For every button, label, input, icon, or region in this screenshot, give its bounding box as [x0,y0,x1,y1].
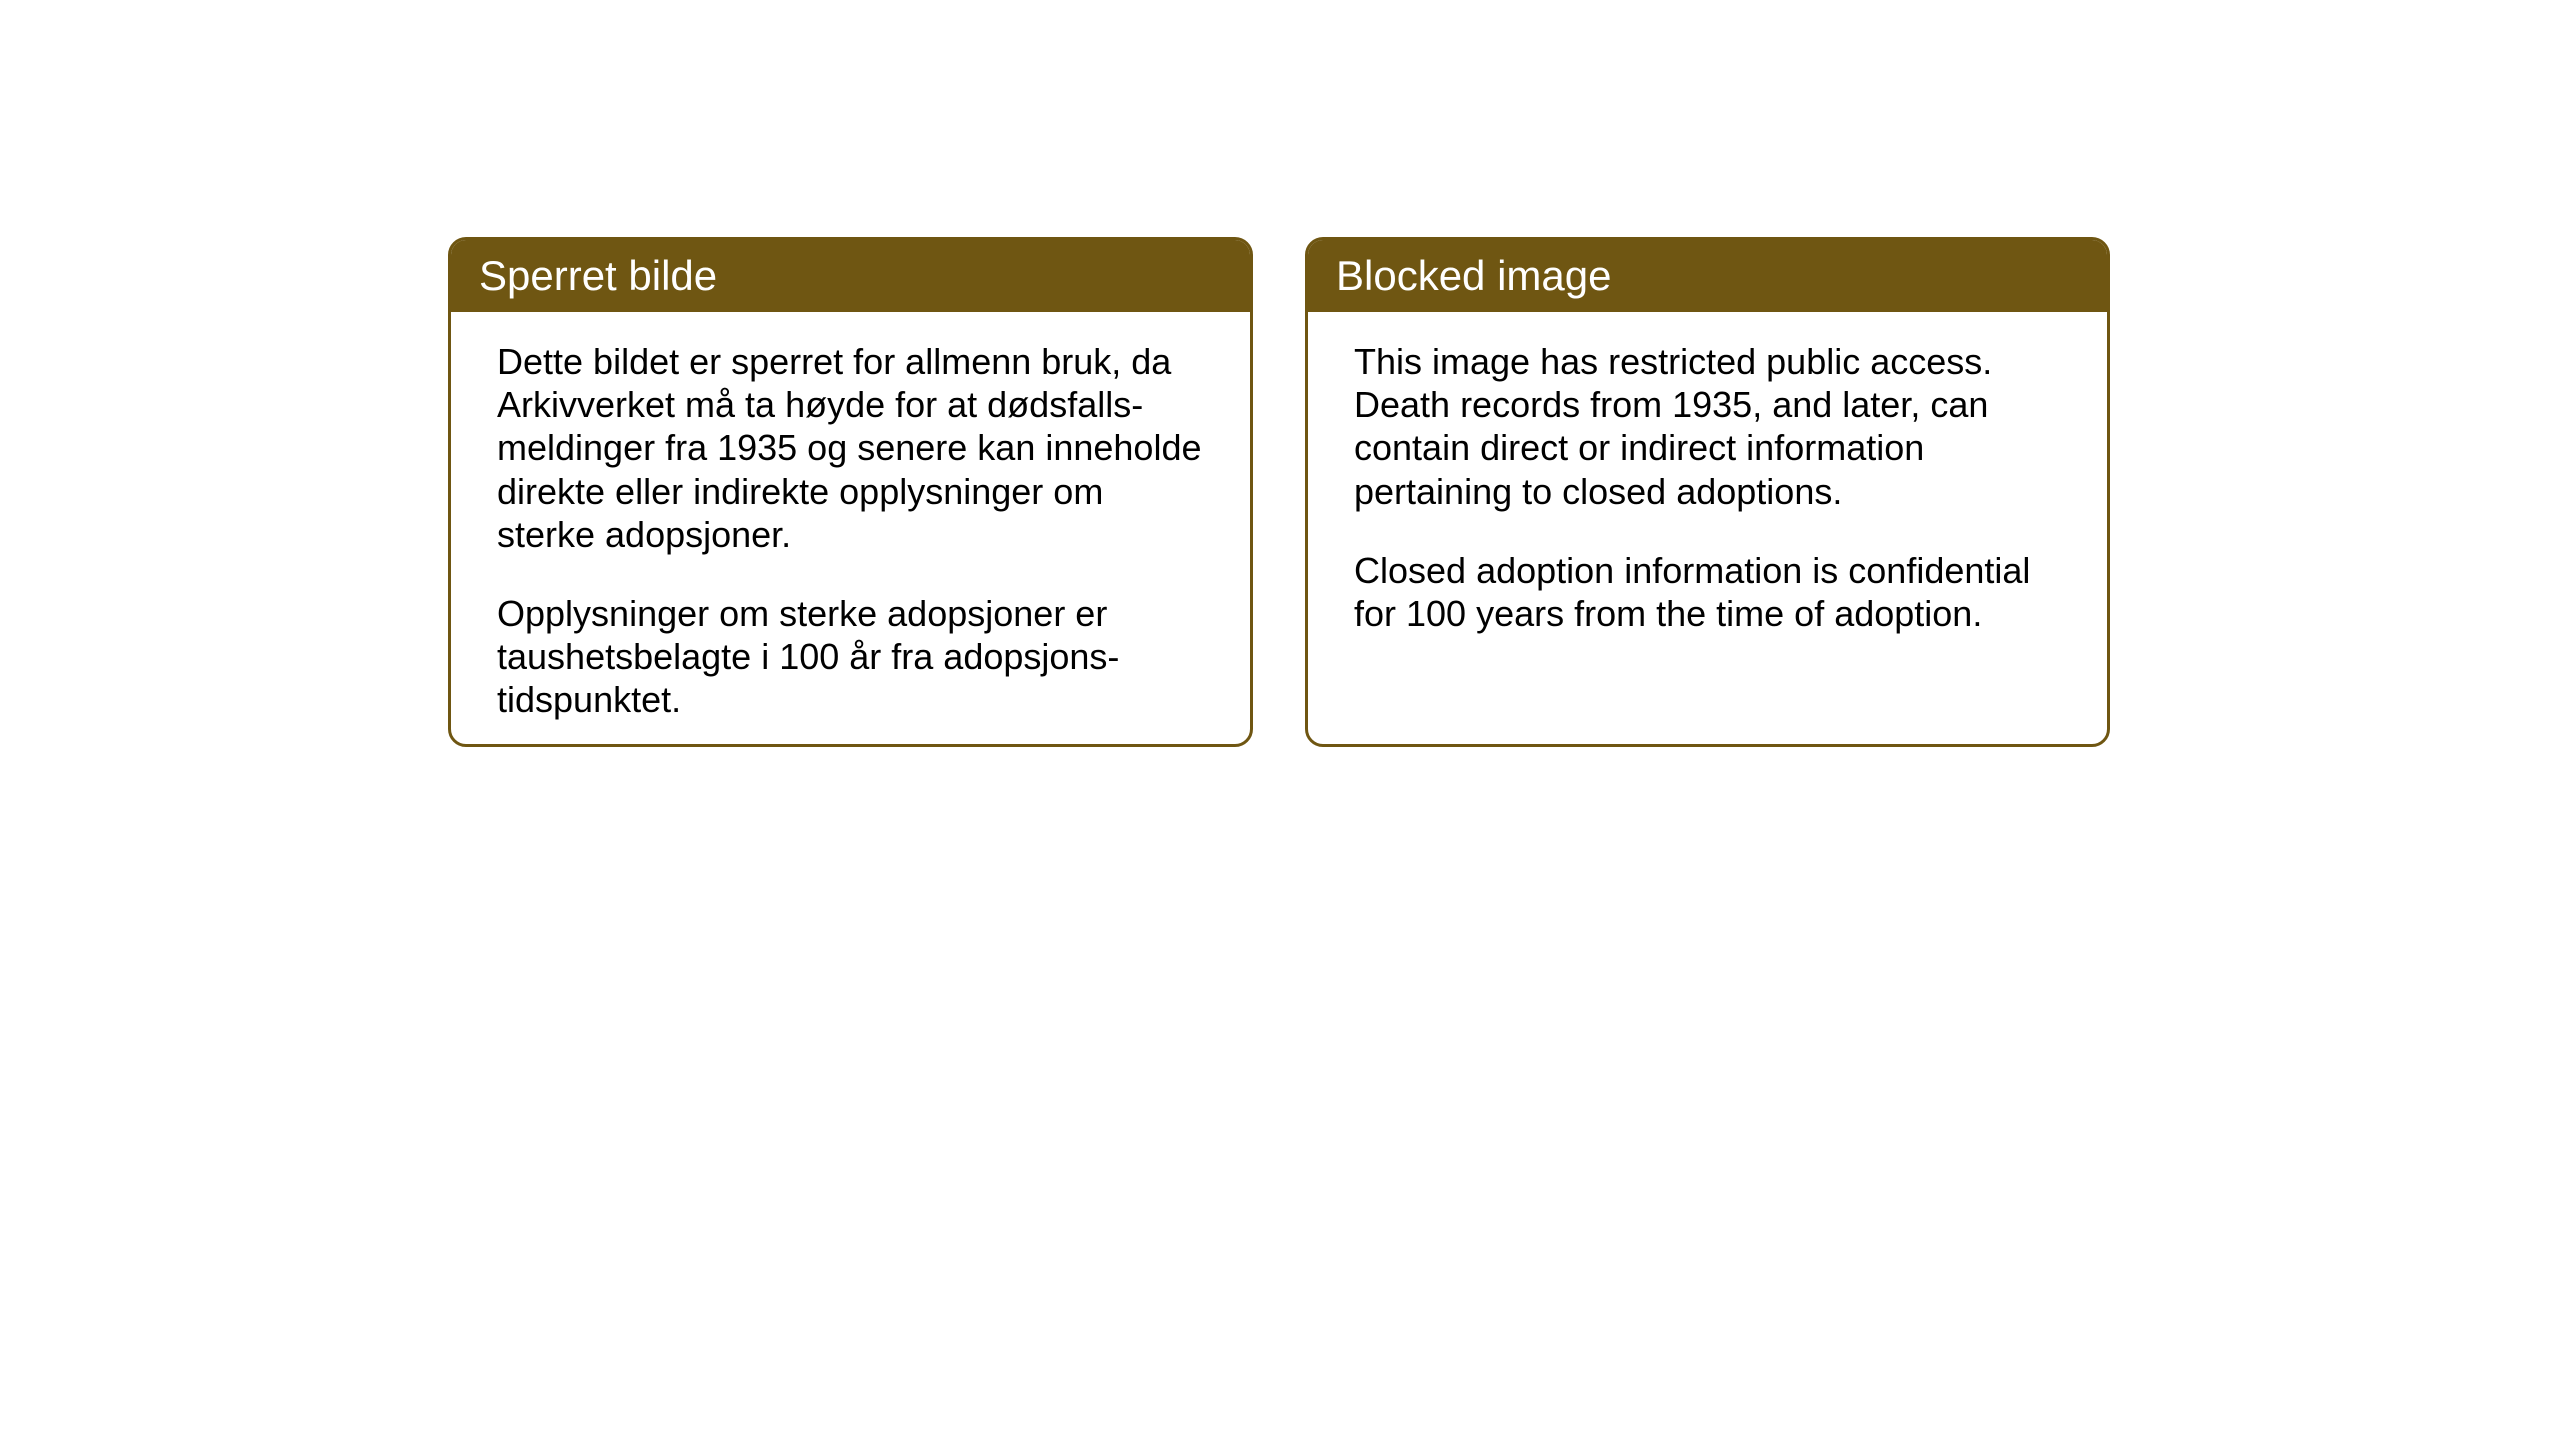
notice-paragraph: This image has restricted public access.… [1354,340,2061,513]
notice-paragraph: Dette bildet er sperret for allmenn bruk… [497,340,1204,556]
notice-header-norwegian: Sperret bilde [451,240,1250,312]
notice-header-english: Blocked image [1308,240,2107,312]
notice-body-english: This image has restricted public access.… [1308,312,2107,663]
notice-paragraph: Opplysninger om sterke adopsjoner er tau… [497,592,1204,722]
notice-box-norwegian: Sperret bilde Dette bildet er sperret fo… [448,237,1253,747]
notice-container: Sperret bilde Dette bildet er sperret fo… [448,237,2110,747]
notice-title-norwegian: Sperret bilde [479,252,717,299]
notice-title-english: Blocked image [1336,252,1611,299]
notice-body-norwegian: Dette bildet er sperret for allmenn bruk… [451,312,1250,747]
notice-paragraph: Closed adoption information is confident… [1354,549,2061,635]
notice-box-english: Blocked image This image has restricted … [1305,237,2110,747]
